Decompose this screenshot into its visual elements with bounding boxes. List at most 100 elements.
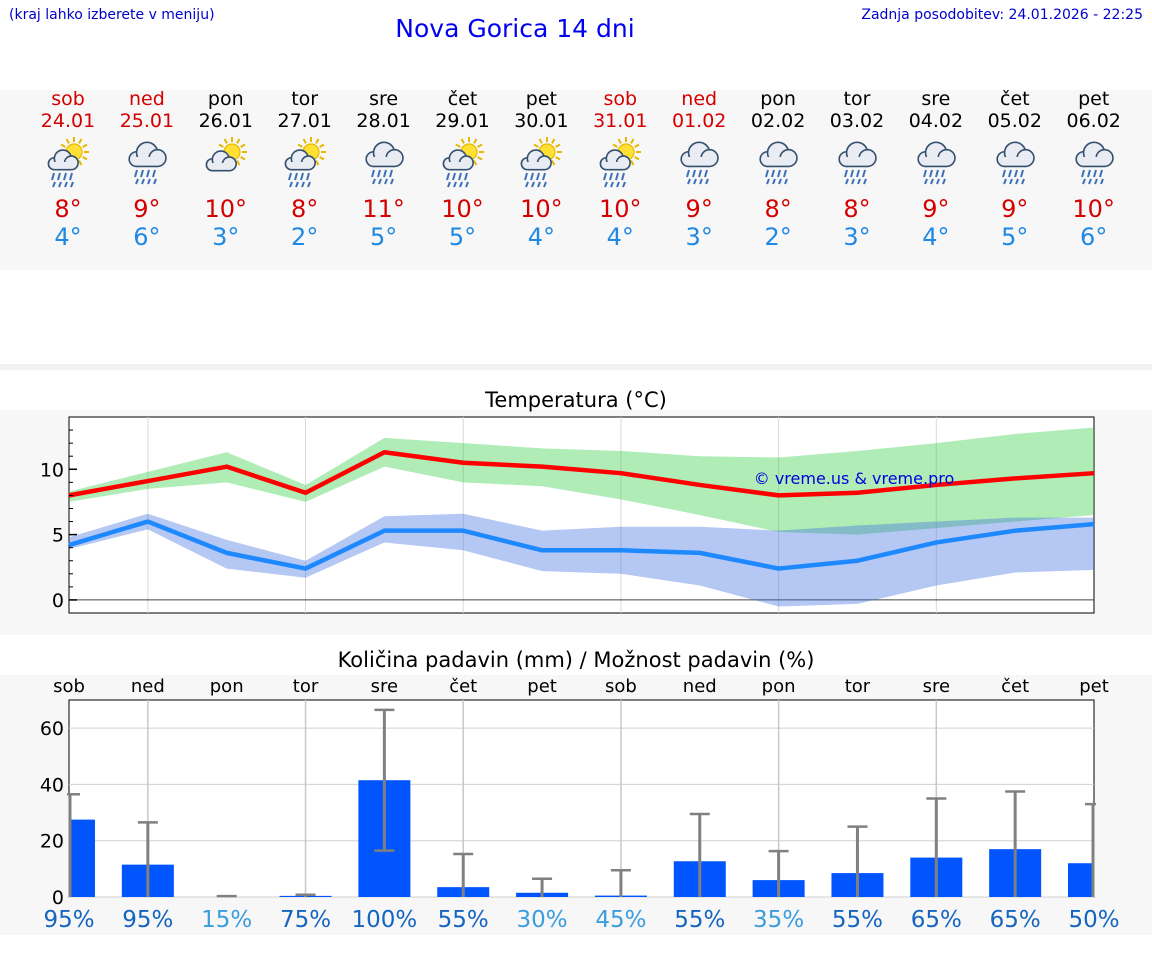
precip-bar [1068,863,1094,897]
last-update-label: Zadnja posodobitev: 24.01.2026 - 22:25 [861,7,1143,23]
sun-cloud-rain-icon [47,137,89,188]
x-day-label: ned [131,676,165,697]
cloud-rain-icon [838,141,877,185]
max-temp: 10° [441,195,484,223]
day-name: čet [1000,88,1030,110]
x-day-label: pet [1079,676,1109,697]
day-date: 02.02 [750,110,806,132]
min-temp-range-band [69,513,1094,607]
min-temp: 6° [133,223,161,251]
day-date: 29.01 [435,110,490,132]
day-name: tor [843,88,871,110]
day-forecast: pon 02.02 8° 2° [738,88,818,251]
day-forecast: sre 04.02 9° 4° [896,88,976,251]
day-forecast: pon 26.01 10° 3° [186,88,266,251]
max-temp: 8° [54,195,82,223]
day-name: tor [291,88,319,110]
x-day-label: ned [683,676,717,697]
max-temp: 9° [922,195,950,223]
max-temp: 10° [599,195,642,223]
max-temp: 9° [1001,195,1029,223]
day-date: 25.01 [119,110,175,132]
plot-area [68,416,1095,614]
max-temp: 9° [133,195,161,223]
x-day-label: pon [210,676,244,697]
day-date: 04.02 [908,110,964,132]
precipitation-chart-title: Količina padavin (mm) / Možnost padavin … [337,648,815,672]
min-temp: 5° [369,223,398,251]
min-temp: 2° [764,223,792,251]
y-tick-label: 60 [40,718,64,740]
precip-chance-label: 35% [753,907,804,933]
sun-cloud-rain-icon [520,137,563,188]
day-forecast: pet 30.01 10° 4° [501,88,581,251]
sun-cloud-icon [205,137,247,172]
day-name: sre [369,88,399,110]
day-forecast: tor 27.01 8° 2° [265,88,345,251]
min-temp: 5° [448,223,477,251]
min-temp-line [68,519,1095,571]
precip-chance-label: 65% [990,907,1041,933]
max-temp: 10° [1072,195,1115,223]
day-forecast: čet 05.02 9° 5° [975,88,1055,251]
precip-chance-label: 75% [280,907,331,933]
cloud-rain-icon [917,141,956,185]
day-date: 05.02 [987,110,1042,132]
day-name: pet [525,88,557,110]
day-date: 28.01 [356,110,411,132]
day-name: sob [51,88,85,110]
location-menu-hint: (kraj lahko izberete v meniju) [9,7,215,23]
precip-chance-label: 55% [832,907,883,933]
max-temp: 8° [291,195,319,223]
x-day-label: čet [449,676,477,697]
day-forecast: tor 03.02 8° 3° [817,88,897,251]
day-forecast: sob 31.01 10° 4° [580,88,660,251]
precip-chance-label: 100% [352,907,418,933]
cloud-rain-icon [364,141,404,185]
min-temp: 3° [212,223,240,251]
x-day-label: tor [293,676,319,697]
x-day-label: čet [1001,676,1029,697]
y-tick-label: 0 [52,590,64,612]
day-forecast: ned 01.02 9° 3° [659,88,739,251]
day-name: čet [447,88,478,110]
day-forecast: sre 28.01 11° 5° [344,88,424,251]
daily-forecast: sob 24.01 8° 4° ned 25.01 9° 6° pon 26.01 10° 3° tor… [28,88,1138,258]
y-tick-label: 5 [52,525,64,547]
sun-cloud-rain-icon [442,137,484,188]
max-temp: 11° [362,195,405,223]
min-temp: 3° [843,223,871,251]
day-name: ned [128,88,165,110]
cloud-rain-icon [759,141,798,185]
day-date: 06.02 [1066,110,1121,132]
max-temp: 9° [685,195,713,223]
precip-chance-label: 65% [911,907,962,933]
cloud-rain-icon [996,141,1035,185]
max-temp: 8° [764,195,792,223]
x-day-label: pon [762,676,796,697]
x-day-label: sob [53,676,85,697]
min-temp: 6° [1080,223,1108,251]
x-day-label: sre [371,676,398,697]
min-temp: 2° [291,223,319,251]
day-date: 03.02 [829,110,885,132]
day-date: 24.01 [40,110,96,132]
y-tick-label: 0 [52,887,64,909]
day-forecast: čet 29.01 10° 5° [423,88,503,251]
min-temp: 4° [54,223,82,251]
precipitation-chart: sob ned pon tor sre čet pet sob ned pon tor sre čet p… [40,676,1120,933]
precip-chance-label: 55% [438,907,489,933]
precip-chance-label: 95% [43,907,94,933]
day-date: 27.01 [277,110,332,132]
min-temp: 4° [922,223,950,251]
temperature-chart: 0 5 10 © vreme.us & vreme.pro [40,416,1095,614]
page-title: Nova Gorica 14 dni [395,14,635,43]
day-name: ned [681,88,718,110]
max-temp-line [68,450,1095,498]
sun-cloud-rain-icon [599,137,642,188]
max-temp: 8° [843,195,871,223]
max-temp: 10° [204,195,248,223]
day-forecast: sob 24.01 8° 4° [28,88,108,251]
day-name: pon [760,88,796,110]
forecast-band [0,90,1152,270]
